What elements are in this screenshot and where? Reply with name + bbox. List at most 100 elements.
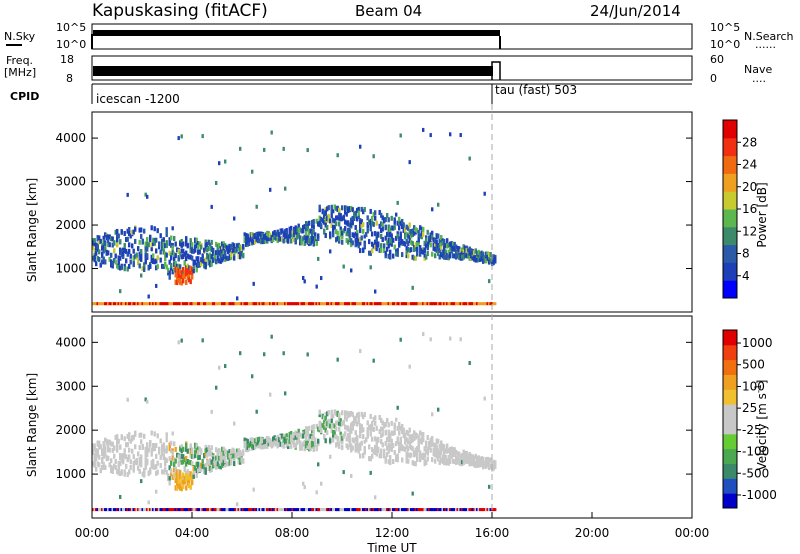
data-cell — [390, 443, 393, 449]
data-cell — [434, 447, 437, 453]
data-cell — [222, 450, 225, 456]
data-cell — [180, 486, 183, 492]
data-cell — [395, 417, 398, 422]
data-cell — [407, 438, 410, 444]
data-cell — [294, 434, 297, 440]
data-cell — [110, 508, 113, 512]
data-cell — [146, 446, 149, 452]
data-cell — [440, 235, 443, 241]
data-cell — [462, 254, 465, 260]
data-cell — [165, 227, 168, 233]
data-cell — [149, 508, 152, 512]
data-cell — [234, 302, 237, 306]
data-cell — [239, 351, 242, 356]
data-cell — [195, 461, 198, 467]
data-cell — [371, 215, 374, 221]
data-cell — [102, 449, 105, 455]
y-tick-label: 1000 — [55, 262, 86, 276]
data-cell — [438, 449, 441, 455]
data-cell — [317, 441, 320, 447]
data-cell — [359, 428, 362, 434]
data-cell — [380, 243, 383, 249]
colorbar-tick-label: 20 — [742, 180, 757, 194]
data-cell — [155, 258, 158, 264]
data-cell — [122, 453, 125, 459]
data-cell — [372, 243, 375, 249]
data-cell — [386, 418, 389, 424]
data-cell — [402, 427, 405, 433]
data-cell — [255, 437, 258, 443]
data-cell — [306, 148, 309, 153]
data-cell — [140, 227, 143, 233]
data-cell — [114, 229, 117, 235]
data-cell — [98, 508, 101, 512]
data-cell — [120, 302, 123, 306]
data-cell — [207, 451, 210, 457]
data-cell — [152, 443, 155, 449]
data-cell — [314, 302, 317, 306]
data-cell — [110, 464, 113, 470]
data-cell — [101, 508, 104, 512]
data-cell — [174, 466, 177, 472]
data-cell — [230, 254, 233, 260]
data-cell — [416, 456, 419, 462]
data-cell — [192, 466, 195, 472]
data-cell — [152, 302, 155, 306]
data-cell — [248, 241, 251, 247]
data-cell — [189, 279, 192, 285]
data-cell — [128, 469, 131, 475]
data-cell — [212, 456, 215, 462]
data-cell — [134, 508, 137, 512]
data-cell — [182, 446, 185, 452]
data-cell — [161, 245, 164, 251]
data-cell — [153, 508, 156, 512]
data-cell — [464, 508, 467, 512]
data-cell — [350, 217, 353, 223]
data-cell — [347, 227, 350, 233]
data-cell — [168, 480, 171, 486]
data-cell — [105, 235, 108, 241]
data-cell — [354, 430, 357, 436]
data-cell — [191, 472, 194, 478]
data-cell — [386, 240, 389, 246]
data-cell — [218, 161, 221, 166]
data-cell — [303, 279, 306, 284]
data-cell — [479, 253, 482, 259]
data-cell — [414, 242, 417, 248]
data-cell — [270, 130, 273, 135]
data-cell — [243, 238, 246, 244]
data-cell — [260, 234, 263, 240]
data-cell — [336, 215, 339, 221]
data-cell — [333, 429, 336, 435]
data-cell — [419, 233, 422, 239]
data-cell — [404, 432, 407, 438]
data-cell — [257, 508, 260, 512]
data-cell — [360, 427, 363, 433]
data-cell — [374, 289, 377, 294]
data-cell — [399, 231, 402, 237]
data-cell — [146, 253, 149, 259]
data-cell — [287, 238, 290, 244]
data-cell — [284, 436, 287, 442]
data-cell — [303, 240, 306, 246]
data-cell — [332, 302, 335, 306]
data-cell — [389, 254, 392, 260]
data-cell — [377, 242, 380, 248]
power-colorbar-label: Power [dB] — [755, 182, 769, 247]
data-cell — [123, 508, 126, 512]
data-cell — [486, 255, 489, 261]
data-cell — [179, 480, 182, 486]
data-cell — [198, 241, 201, 247]
data-cell — [221, 508, 224, 512]
data-cell — [339, 216, 342, 222]
data-cell — [467, 508, 470, 512]
data-cell — [273, 508, 276, 512]
data-cell — [111, 263, 114, 269]
colorbar-swatch — [723, 344, 737, 361]
data-cell — [111, 302, 114, 306]
data-cell — [230, 460, 233, 466]
data-cell — [261, 240, 264, 245]
data-cell — [381, 237, 384, 243]
data-cell — [366, 420, 369, 426]
